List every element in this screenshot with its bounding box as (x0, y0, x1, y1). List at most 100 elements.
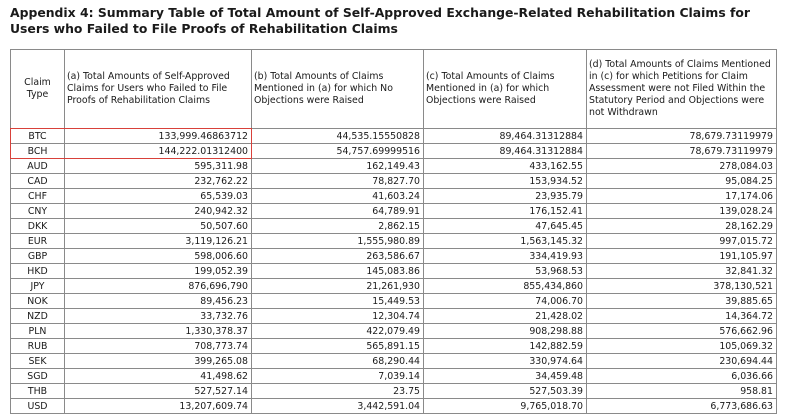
claim-type-cell: AUD (10, 158, 65, 174)
claim-type-cell: DKK (10, 218, 65, 234)
claim-type-cell: NZD (10, 308, 65, 324)
value-c-cell: 527,503.39 (423, 383, 587, 399)
value-d-cell: 997,015.72 (586, 233, 777, 249)
header-d: (d) Total Amounts of Claims Mentioned in… (586, 49, 777, 129)
value-d-cell: 139,028.24 (586, 203, 777, 219)
value-d-cell: 958.81 (586, 383, 777, 399)
value-a-cell: 89,456.23 (64, 293, 252, 309)
value-b-cell: 162,149.43 (251, 158, 424, 174)
table-row: NOK 89,456.23 15,449.53 74,006.70 39,885.65 (10, 293, 777, 309)
value-c-cell: 330,974.64 (423, 353, 587, 369)
table-header: Claim Type (a) Total Amounts of Self-App… (10, 49, 777, 129)
value-c-cell: 855,434,860 (423, 278, 587, 294)
value-b-cell: 23.75 (251, 383, 424, 399)
claim-type-cell: USD (10, 398, 65, 414)
value-c-cell: 53,968.53 (423, 263, 587, 279)
value-b-cell: 64,789.91 (251, 203, 424, 219)
header-b: (b) Total Amounts of Claims Mentioned in… (251, 49, 424, 129)
value-a-cell: 41,498.62 (64, 368, 252, 384)
claims-summary-table: Claim Type (a) Total Amounts of Self-App… (10, 49, 777, 414)
table-row: EUR 3,119,126.21 1,555,980.89 1,563,145.32 9… (10, 233, 777, 249)
value-b-cell: 145,083.86 (251, 263, 424, 279)
value-a-cell: 199,052.39 (64, 263, 252, 279)
value-a-cell: 65,539.03 (64, 188, 252, 204)
value-c-cell: 74,006.70 (423, 293, 587, 309)
value-b-cell: 565,891.15 (251, 338, 424, 354)
claim-type-cell: CAD (10, 173, 65, 189)
value-d-cell: 278,084.03 (586, 158, 777, 174)
value-d-cell: 14,364.72 (586, 308, 777, 324)
value-a-cell: 50,507.60 (64, 218, 252, 234)
value-b-cell: 1,555,980.89 (251, 233, 424, 249)
table-row: BTC 133,999.46863712 44,535.15550828 89,464… (10, 128, 777, 144)
claim-type-cell: EUR (10, 233, 65, 249)
value-a-cell: 399,265.08 (64, 353, 252, 369)
value-c-cell: 908,298.88 (423, 323, 587, 339)
value-c-cell: 9,765,018.70 (423, 398, 587, 414)
claim-type-cell: CNY (10, 203, 65, 219)
table-row: AUD 595,311.98 162,149.43 433,162.55 278,084… (10, 158, 777, 174)
value-c-cell: 34,459.48 (423, 368, 587, 384)
page-title: Appendix 4: Summary Table of Total Amoun… (10, 5, 751, 36)
value-a-cell: 598,006.60 (64, 248, 252, 264)
value-b-cell: 41,603.24 (251, 188, 424, 204)
table-row: CHF 65,539.03 41,603.24 23,935.79 17,174.06 (10, 188, 777, 204)
value-a-cell: 1,330,378.37 (64, 323, 252, 339)
claim-type-cell: THB (10, 383, 65, 399)
value-c-cell: 89,464.31312884 (423, 143, 587, 159)
claim-type-cell: HKD (10, 263, 65, 279)
value-b-cell: 54,757.69999516 (251, 143, 424, 159)
value-a-cell: 708,773.74 (64, 338, 252, 354)
value-d-cell: 95,084.25 (586, 173, 777, 189)
value-c-cell: 47,645.45 (423, 218, 587, 234)
value-a-cell: 232,762.22 (64, 173, 252, 189)
value-a-cell: 240,942.32 (64, 203, 252, 219)
table-row: RUB 708,773.74 565,891.15 142,882.59 105,069… (10, 338, 777, 354)
value-c-cell: 176,152.41 (423, 203, 587, 219)
value-c-cell: 334,419.93 (423, 248, 587, 264)
value-d-cell: 6,773,686.63 (586, 398, 777, 414)
table-row: THB 527,527.14 23.75 527,503.39 958.81 (10, 383, 777, 399)
value-b-cell: 7,039.14 (251, 368, 424, 384)
claim-type-cell: RUB (10, 338, 65, 354)
value-b-cell: 3,442,591.04 (251, 398, 424, 414)
value-d-cell: 576,662.96 (586, 323, 777, 339)
header-claim-type: Claim Type (10, 49, 65, 129)
value-d-cell: 105,069.32 (586, 338, 777, 354)
value-b-cell: 12,304.74 (251, 308, 424, 324)
value-a-cell: 876,696,790 (64, 278, 252, 294)
header-c: (c) Total Amounts of Claims Mentioned in… (423, 49, 587, 129)
value-b-cell: 263,586.67 (251, 248, 424, 264)
value-a-cell: 133,999.46863712 (64, 128, 252, 144)
value-c-cell: 153,934.52 (423, 173, 587, 189)
value-b-cell: 15,449.53 (251, 293, 424, 309)
value-c-cell: 21,428.02 (423, 308, 587, 324)
table-row: SEK 399,265.08 68,290.44 330,974.64 230,694.… (10, 353, 777, 369)
claim-type-cell: PLN (10, 323, 65, 339)
value-b-cell: 44,535.15550828 (251, 128, 424, 144)
table-row: DKK 50,507.60 2,862.15 47,645.45 28,162.29 (10, 218, 777, 234)
value-c-cell: 1,563,145.32 (423, 233, 587, 249)
value-b-cell: 78,827.70 (251, 173, 424, 189)
value-d-cell: 17,174.06 (586, 188, 777, 204)
value-d-cell: 378,130,521 (586, 278, 777, 294)
value-d-cell: 28,162.29 (586, 218, 777, 234)
table-row: SGD 41,498.62 7,039.14 34,459.48 6,036.66 (10, 368, 777, 384)
table-row: CNY 240,942.32 64,789.91 176,152.41 139,028.… (10, 203, 777, 219)
value-d-cell: 32,841.32 (586, 263, 777, 279)
value-c-cell: 89,464.31312884 (423, 128, 587, 144)
value-d-cell: 6,036.66 (586, 368, 777, 384)
value-d-cell: 78,679.73119979 (586, 143, 777, 159)
value-b-cell: 2,862.15 (251, 218, 424, 234)
value-b-cell: 422,079.49 (251, 323, 424, 339)
claim-type-cell: BTC (10, 128, 65, 144)
claim-type-cell: GBP (10, 248, 65, 264)
claim-type-cell: SGD (10, 368, 65, 384)
value-d-cell: 39,885.65 (586, 293, 777, 309)
table-row: NZD 33,732.76 12,304.74 21,428.02 14,364.72 (10, 308, 777, 324)
value-d-cell: 191,105.97 (586, 248, 777, 264)
claim-type-cell: CHF (10, 188, 65, 204)
table-row: USD 13,207,609.74 3,442,591.04 9,765,018.70… (10, 398, 777, 414)
table-body: BTC 133,999.46863712 44,535.15550828 89,464… (10, 128, 777, 414)
value-c-cell: 23,935.79 (423, 188, 587, 204)
